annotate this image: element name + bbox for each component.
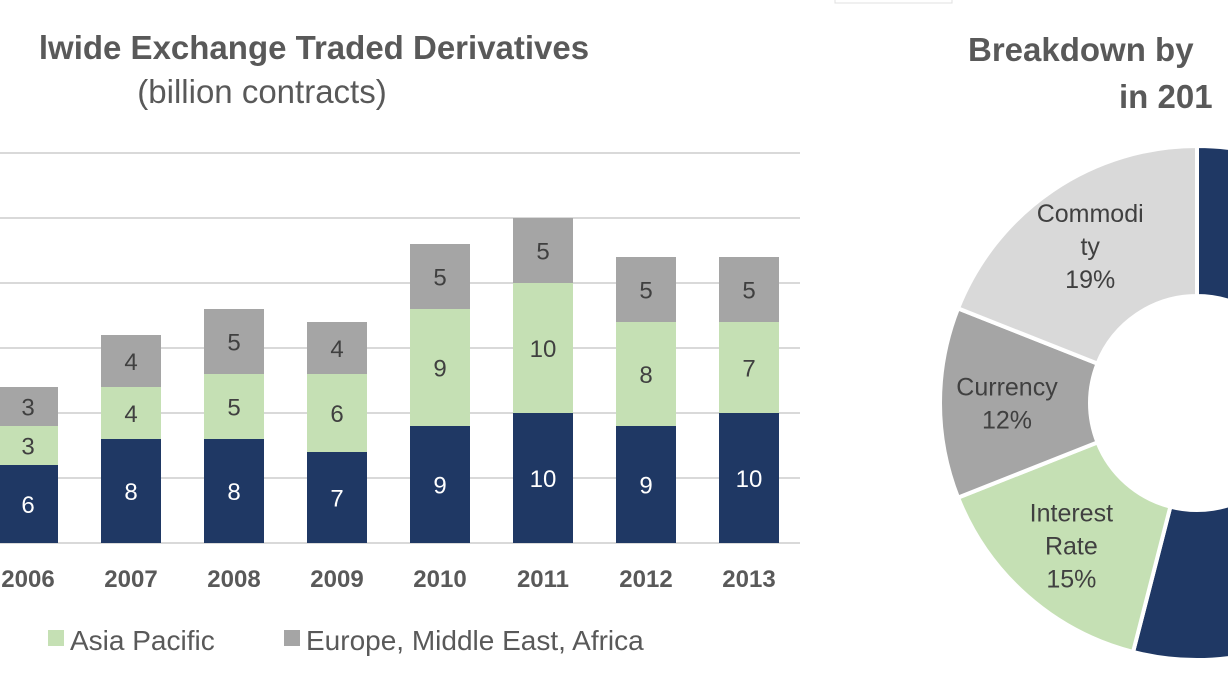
- donut-slice-label: ty: [1080, 233, 1100, 261]
- donut-chart: Interest Rate 15% Currency 12% Commodi ty 19%: [938, 143, 1228, 662]
- bar-segment-2011-0: [513, 413, 573, 543]
- bar-segment-2009-0: [307, 452, 367, 543]
- bar-segment-2008-1: [204, 374, 264, 439]
- bar-segment-2006-2: [0, 387, 58, 426]
- legend-label-asia-pacific: Asia Pacific: [70, 625, 215, 656]
- data-label: 5: [227, 395, 240, 422]
- bar-segment-2010-2: [410, 244, 470, 309]
- bar-segment-2007-1: [101, 387, 161, 439]
- data-label: 5: [536, 239, 549, 266]
- bar-segment-2012-2: [616, 257, 676, 322]
- legend-label-emea: Europe, Middle East, Africa: [306, 625, 644, 656]
- x-tick-label: 2008: [207, 566, 260, 593]
- data-label: 8: [124, 479, 137, 506]
- donut-slice-currency: [938, 305, 1101, 501]
- data-label: 6: [21, 492, 34, 519]
- bar-segment-2007-2: [101, 335, 161, 387]
- bar-segment-2008-0: [204, 439, 264, 543]
- x-tick-label: 2009: [310, 566, 363, 593]
- data-label: 5: [433, 265, 446, 292]
- bar-segment-2010-1: [410, 309, 470, 426]
- data-label: 5: [639, 278, 652, 305]
- x-tick-label: 2007: [104, 566, 157, 593]
- bar-segment-2011-1: [513, 283, 573, 413]
- data-label: 6: [330, 401, 343, 428]
- bar-segment-2013-0: [719, 413, 779, 543]
- data-label: 9: [639, 473, 652, 500]
- data-label: 9: [433, 473, 446, 500]
- bar-segment-2013-2: [719, 257, 779, 322]
- data-label: 4: [124, 401, 137, 428]
- data-label: 3: [21, 395, 34, 422]
- data-label: 8: [639, 362, 652, 389]
- x-tick-label: 2012: [619, 566, 672, 593]
- bars: 6 3 3 8 4 4 8 5 5 7 6 4 9 9 5 10 10 5 9 8 5 10 7 5: [0, 218, 779, 543]
- data-label: 10: [530, 466, 557, 493]
- donut-slice-label: 12%: [982, 407, 1032, 435]
- bar-segment-2009-2: [307, 322, 367, 374]
- donut-slice-label: 19%: [1065, 266, 1115, 294]
- bar-chart-title: lwide Exchange Traded Derivatives: [39, 29, 589, 66]
- bar-segment-2009-1: [307, 374, 367, 452]
- donut-slice-label: Interest: [1030, 500, 1113, 528]
- data-label: 7: [742, 356, 755, 383]
- donut-slice-label: Commodi: [1037, 200, 1144, 228]
- data-label: 10: [530, 336, 557, 363]
- donut-slice-other: [1130, 143, 1228, 662]
- bar-segment-2008-2: [204, 309, 264, 374]
- bar-segment-2011-2: [513, 218, 573, 283]
- bar-segment-2012-0: [616, 426, 676, 543]
- x-tick-label: 2013: [722, 566, 775, 593]
- donut-title-line-2: in 201: [1119, 78, 1213, 115]
- bar-segment-2007-0: [101, 439, 161, 543]
- bar-chart-subtitle: (billion contracts): [137, 73, 386, 110]
- data-label: 10: [736, 466, 763, 493]
- legend-swatch-asia-pacific: [48, 630, 64, 646]
- donut-slice-interest: [955, 439, 1173, 655]
- bar-segment-2012-1: [616, 322, 676, 426]
- bar-segment-2013-1: [719, 322, 779, 413]
- x-tick-labels: 2006 2007 2008 2009 2010 2011 2012 2013: [1, 566, 775, 593]
- x-tick-label: 2010: [413, 566, 466, 593]
- legend: Asia Pacific Europe, Middle East, Africa: [48, 625, 644, 656]
- bar-segment-2006-1: [0, 426, 58, 465]
- data-label: 9: [433, 356, 446, 383]
- donut-title-line-1: Breakdown by: [968, 31, 1194, 68]
- data-label: 4: [330, 336, 343, 363]
- data-label: 7: [330, 486, 343, 513]
- donut-slice-commodi: [955, 143, 1199, 367]
- donut-slice-label: Rate: [1045, 533, 1098, 561]
- x-tick-label: 2006: [1, 566, 54, 593]
- legend-swatch-emea: [284, 630, 300, 646]
- donut-slice-label: Currency: [956, 374, 1058, 402]
- frame-box: [834, 0, 953, 4]
- data-label: 5: [227, 330, 240, 357]
- data-label: 4: [124, 349, 137, 376]
- bar-segment-2006-0: [0, 465, 58, 543]
- x-tick-label: 2011: [517, 566, 569, 593]
- data-label: 5: [742, 278, 755, 305]
- bar-segment-2010-0: [410, 426, 470, 543]
- data-label: 3: [21, 434, 34, 461]
- data-label: 8: [227, 479, 240, 506]
- donut-slice-label: 15%: [1046, 566, 1096, 594]
